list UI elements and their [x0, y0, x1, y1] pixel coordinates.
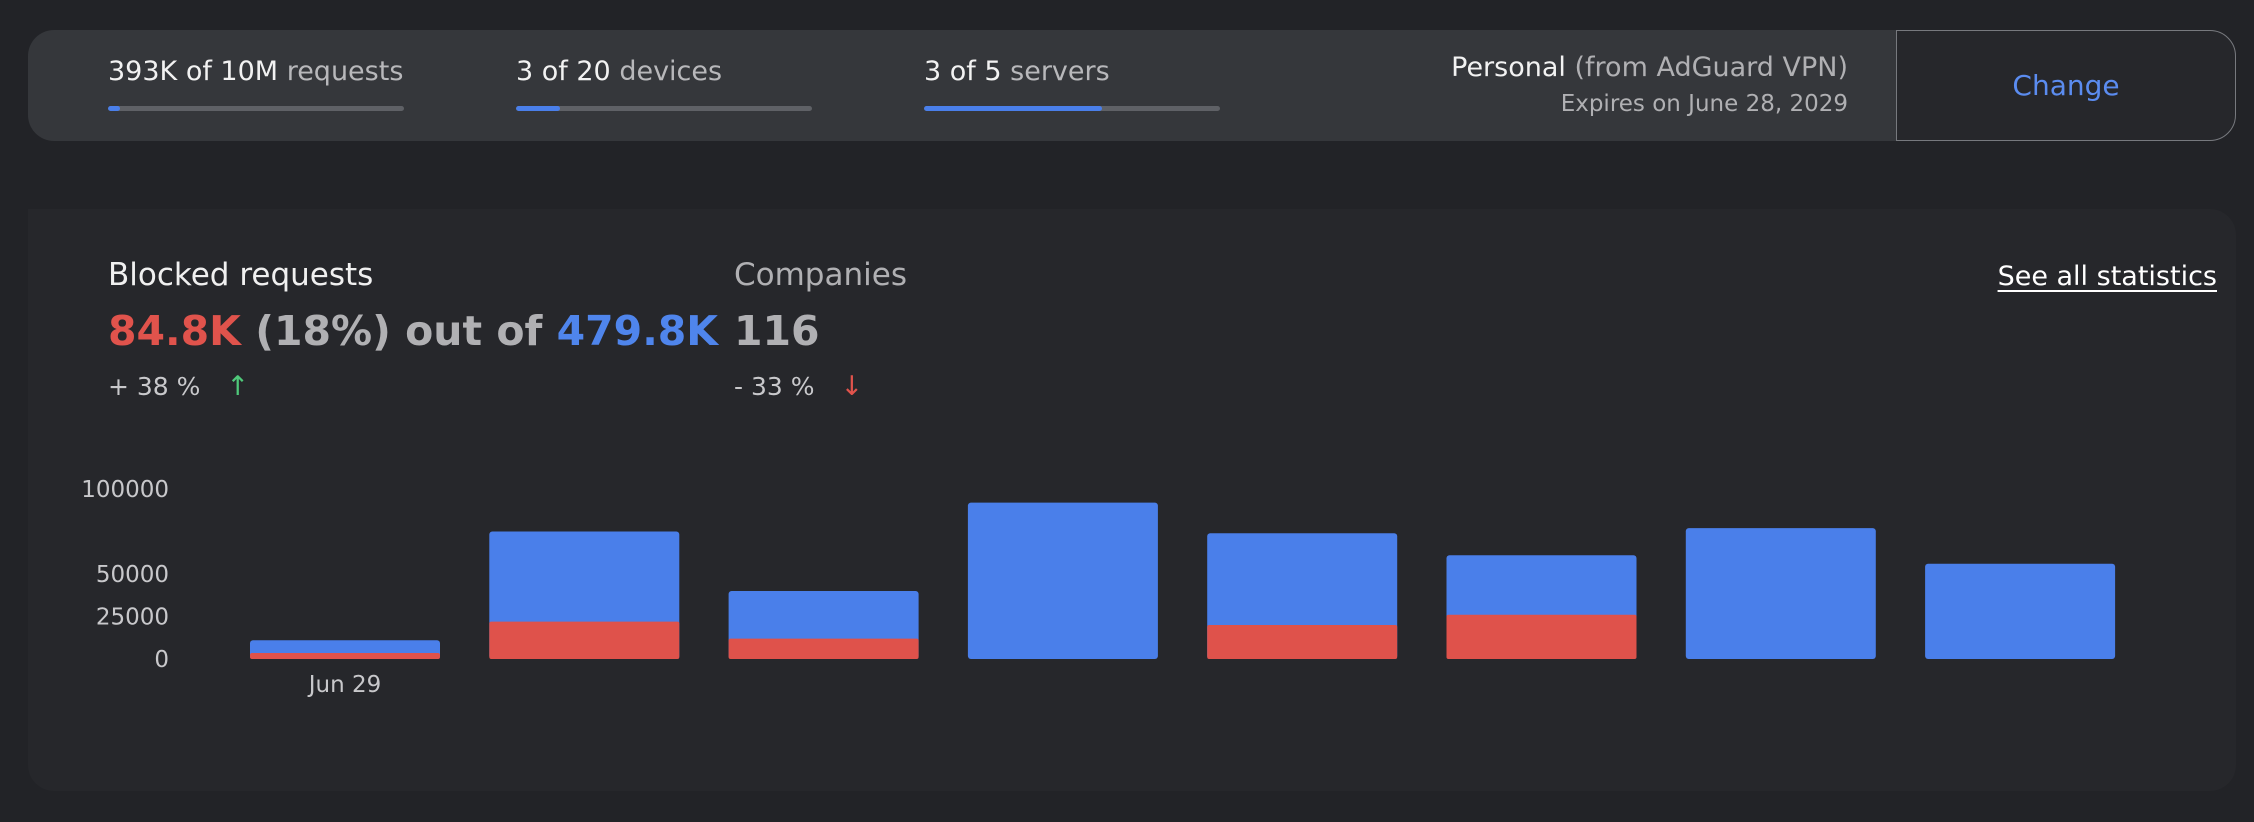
servers-progress-fill: [924, 106, 1102, 111]
companies-count: 116: [734, 307, 820, 355]
bar-total[interactable]: [1925, 563, 2116, 659]
companies-stat: Companies 116 - 33 % ↓: [734, 257, 907, 402]
bar-blocked[interactable]: [489, 621, 680, 659]
servers-progress-bar: [924, 106, 1220, 111]
devices-amount: 3 of 20: [516, 56, 611, 87]
requests-bar-chart: 0 25000 50000 100000 Jun 29: [81, 477, 2116, 698]
companies-change: - 33 %: [734, 372, 815, 401]
plan-source: (from AdGuard VPN): [1574, 52, 1849, 83]
bar-blocked[interactable]: [728, 638, 919, 659]
change-plan-button[interactable]: Change: [1896, 30, 2236, 141]
arrow-up-icon: ↑: [226, 371, 249, 402]
blocked-change: + 38 %: [108, 372, 201, 401]
x-tick-label: Jun 29: [307, 672, 382, 698]
arrow-down-icon: ↓: [840, 371, 864, 402]
statistics-panel: Blocked requests 84.8K (18%) out of 479.…: [28, 209, 2236, 791]
blocked-count: 84.8K: [108, 307, 241, 355]
companies-title: Companies: [734, 257, 907, 293]
requests-progress-fill: [108, 106, 120, 111]
bar-total[interactable]: [1685, 528, 1876, 659]
bar-total[interactable]: [967, 502, 1158, 659]
plan-expiry: Expires on June 28, 2029: [1560, 91, 1848, 117]
plan-name: Personal: [1451, 52, 1566, 83]
requests-amount: 393K of 10M: [108, 56, 279, 87]
devices-progress-bar: [516, 106, 812, 111]
y-tick-label: 50000: [96, 562, 169, 588]
devices-unit: devices: [619, 56, 723, 87]
blocked-percent: (18%) out of: [255, 307, 543, 355]
see-all-statistics-link[interactable]: See all statistics: [1997, 261, 2217, 292]
devices-progress-fill: [516, 106, 561, 111]
plan-info: Personal (from AdGuard VPN) Expires on J…: [1451, 52, 1848, 117]
servers-unit: servers: [1010, 56, 1110, 87]
bar-blocked[interactable]: [1207, 625, 1398, 659]
bar-blocked[interactable]: [250, 653, 440, 659]
blocked-requests-stat: Blocked requests 84.8K (18%) out of 479.…: [108, 257, 718, 402]
servers-usage: 3 of 5 servers: [924, 56, 1220, 111]
y-tick-label: 25000: [96, 605, 169, 631]
total-count: 479.8K: [556, 307, 719, 355]
servers-amount: 3 of 5: [924, 56, 1002, 87]
devices-usage: 3 of 20 devices: [516, 56, 812, 111]
requests-progress-bar: [108, 106, 404, 111]
blocked-requests-title: Blocked requests: [108, 257, 374, 293]
requests-unit: requests: [286, 56, 404, 87]
y-tick-label: 100000: [81, 477, 169, 503]
bar-blocked[interactable]: [1446, 614, 1637, 659]
usage-bar: 393K of 10M requests 3 of 20 devices 3 o…: [28, 30, 2236, 141]
requests-usage: 393K of 10M requests: [108, 56, 404, 111]
y-tick-label: 0: [154, 647, 169, 673]
